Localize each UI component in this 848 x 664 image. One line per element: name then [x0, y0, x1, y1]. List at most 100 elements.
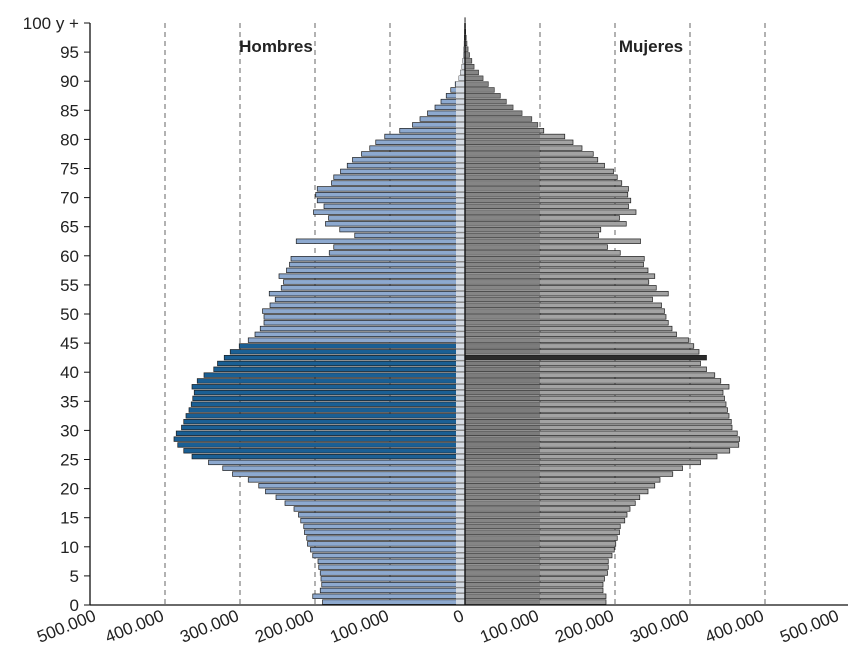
bar-hombres-age-20 — [258, 483, 466, 489]
bar-hombres-inner-age-36 — [456, 390, 465, 395]
bar-hombres-inner-age-44 — [456, 343, 465, 349]
bar-hombres-inner-age-32 — [456, 413, 465, 419]
bar-mujeres-inner-age-26 — [465, 448, 540, 454]
bar-hombres-inner-age-45 — [456, 337, 465, 343]
bar-hombres-inner-age-51 — [456, 302, 465, 308]
bar-hombres-inner-age-79 — [456, 140, 465, 145]
bar-mujeres-inner-age-96 — [465, 41, 467, 46]
x-tick-label: 200.000 — [252, 606, 316, 647]
x-tick-label: 100.000 — [327, 606, 391, 647]
bar-hombres-age-43 — [229, 349, 466, 355]
bar-hombres-inner-age-39 — [456, 372, 465, 378]
bar-mujeres-inner-age-11 — [465, 535, 540, 541]
bar-mujeres-inner-age-29 — [465, 431, 540, 436]
bar-hombres-age-7 — [317, 558, 466, 565]
bar-hombres-inner-age-67 — [456, 209, 465, 215]
bar-mujeres-inner-age-37 — [465, 384, 540, 390]
bar-hombres-inner-age-61 — [456, 244, 465, 250]
bar-mujeres-inner-age-74 — [465, 169, 540, 174]
bar-mujeres-inner-age-73 — [465, 174, 540, 180]
bar-hombres-age-10 — [307, 541, 466, 547]
bar-mujeres-inner-age-92 — [465, 64, 474, 69]
bar-hombres-inner-age-29 — [456, 431, 465, 436]
bar-mujeres-inner-age-36 — [465, 390, 540, 395]
bar-hombres-inner-age-83 — [456, 116, 465, 122]
bar-mujeres-inner-age-6 — [465, 564, 540, 570]
bar-hombres-inner-age-56 — [456, 273, 465, 279]
bar-mujeres-inner-age-40 — [465, 366, 540, 372]
bar-hombres-age-64 — [339, 226, 466, 233]
bar-hombres-inner-age-89 — [456, 81, 465, 87]
bar-mujeres-inner-age-54 — [465, 285, 540, 291]
bar-hombres-inner-age-38 — [456, 378, 465, 384]
bar-mujeres-inner-age-24 — [465, 460, 540, 465]
bar-hombres-age-54 — [280, 285, 466, 291]
bar-hombres-age-76 — [352, 157, 466, 163]
bar-mujeres-inner-age-67 — [465, 209, 540, 215]
bar-hombres-inner-age-2 — [456, 588, 465, 593]
bar-mujeres-inner-age-39 — [465, 372, 540, 378]
y-tick-label: 80 — [60, 130, 79, 149]
bar-mujeres-inner-age-19 — [465, 489, 540, 494]
bar-hombres-age-0 — [322, 599, 466, 605]
bar-mujeres-inner-age-71 — [465, 186, 540, 192]
bar-hombres-inner-age-27 — [456, 442, 465, 448]
bar-mujeres-inner-age-47 — [465, 326, 540, 331]
bar-hombres-age-55 — [283, 279, 466, 285]
bar-hombres-inner-age-85 — [456, 105, 465, 110]
bar-hombres-inner-age-63 — [456, 233, 465, 238]
bars — [173, 17, 740, 605]
bar-hombres-inner-age-75 — [456, 163, 465, 168]
bar-hombres-inner-age-14 — [456, 518, 465, 523]
bar-hombres-age-46 — [254, 331, 466, 338]
bar-hombres-inner-age-40 — [456, 366, 465, 372]
bar-mujeres-inner-age-69 — [465, 198, 540, 203]
bar-mujeres-inner-age-86 — [465, 99, 507, 104]
y-tick-label: 70 — [60, 189, 79, 208]
bar-mujeres-inner-age-28 — [465, 436, 540, 442]
bar-hombres-inner-age-37 — [456, 384, 465, 390]
bar-mujeres-inner-age-80 — [465, 134, 540, 139]
bar-mujeres-inner-age-33 — [465, 407, 540, 413]
bar-hombres-age-14 — [300, 517, 466, 524]
bar-hombres-inner-age-17 — [456, 500, 465, 506]
bar-mujeres-inner-age-72 — [465, 180, 540, 186]
bar-mujeres-inner-age-30 — [465, 425, 540, 430]
axes — [84, 22, 848, 606]
x-tick-label: 400.000 — [702, 606, 766, 647]
bar-mujeres-inner-age-12 — [465, 529, 540, 535]
bar-hombres-age-12 — [304, 529, 466, 535]
bar-hombres-inner-age-6 — [456, 564, 465, 570]
bar-mujeres-inner-age-79 — [465, 140, 540, 145]
bar-hombres-age-16 — [293, 506, 466, 512]
bar-hombres-inner-age-33 — [456, 407, 465, 413]
group-label-mujeres: Mujeres — [619, 37, 683, 56]
x-tick-label: 100.000 — [477, 606, 541, 647]
bar-mujeres-inner-age-9 — [465, 547, 540, 553]
bar-hombres-age-9 — [310, 547, 466, 553]
bar-mujeres-inner-age-1 — [465, 593, 540, 599]
bar-hombres-inner-age-66 — [456, 215, 465, 221]
bar-hombres-inner-age-23 — [456, 465, 465, 471]
bar-hombres-inner-age-3 — [456, 582, 465, 587]
bar-mujeres-inner-age-2 — [465, 588, 540, 593]
bar-hombres-inner-age-10 — [456, 541, 465, 547]
bar-hombres-age-4 — [320, 576, 466, 582]
bar-mujeres-inner-age-89 — [465, 81, 489, 87]
bar-hombres-age-58 — [289, 261, 466, 268]
y-tick-label: 40 — [60, 363, 79, 382]
bar-mujeres-inner-age-78 — [465, 145, 540, 151]
bar-hombres-inner-age-16 — [456, 506, 465, 512]
bar-mujeres-inner-age-21 — [465, 477, 540, 483]
bar-hombres-age-25 — [191, 453, 466, 460]
bar-hombres-inner-age-59 — [456, 256, 465, 262]
bar-hombres-inner-age-43 — [456, 349, 465, 355]
bar-mujeres-inner-age-45 — [465, 337, 540, 343]
x-tick-label: 500.000 — [34, 606, 98, 647]
bar-mujeres-inner-age-64 — [465, 227, 540, 232]
bar-mujeres-inner-age-25 — [465, 454, 540, 459]
bar-hombres-inner-age-21 — [456, 477, 465, 483]
bar-hombres-age-60 — [328, 250, 466, 256]
bar-mujeres-inner-age-4 — [465, 576, 540, 582]
bar-mujeres-inner-age-22 — [465, 471, 540, 477]
